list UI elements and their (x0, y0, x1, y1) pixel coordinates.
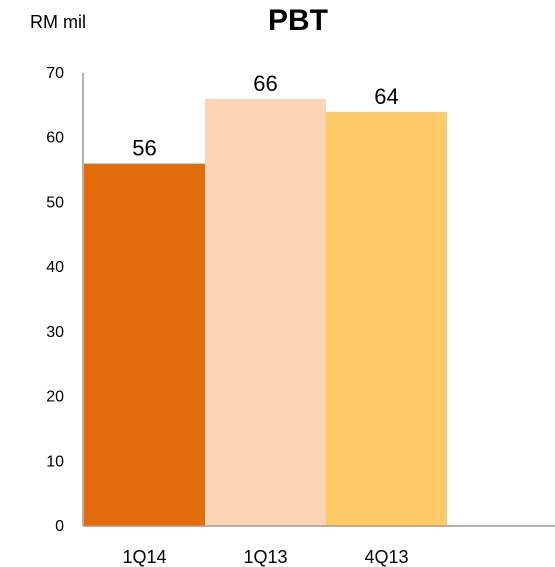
y-tick-label: 10 (46, 453, 64, 470)
data-label: 66 (253, 71, 277, 96)
bar-1q13 (205, 98, 326, 526)
y-tick-label: 20 (46, 389, 64, 406)
y-tick-label: 30 (46, 324, 64, 341)
bars (84, 98, 447, 526)
data-label: 64 (374, 84, 398, 109)
x-tick-label: 1Q14 (122, 547, 166, 567)
y-tick-label: 60 (46, 130, 64, 147)
chart-title: PBT (268, 4, 328, 37)
bar-1q14 (84, 163, 205, 526)
y-tick-label: 70 (46, 65, 64, 82)
y-tick-label: 0 (55, 518, 64, 535)
x-tick-label: 4Q13 (364, 547, 408, 567)
y-tick-label: 50 (46, 194, 64, 211)
bar-4q13 (326, 111, 447, 526)
y-axis-unit-label: RM mil (30, 12, 86, 32)
x-tick-labels: 1Q14 1Q13 4Q13 (122, 547, 408, 567)
data-labels: 56 66 64 (132, 71, 398, 161)
data-label: 56 (132, 136, 156, 161)
x-tick-label: 1Q13 (243, 547, 287, 567)
y-tick-labels: 0 10 20 30 40 50 60 70 (46, 65, 64, 535)
y-tick-label: 40 (46, 259, 64, 276)
